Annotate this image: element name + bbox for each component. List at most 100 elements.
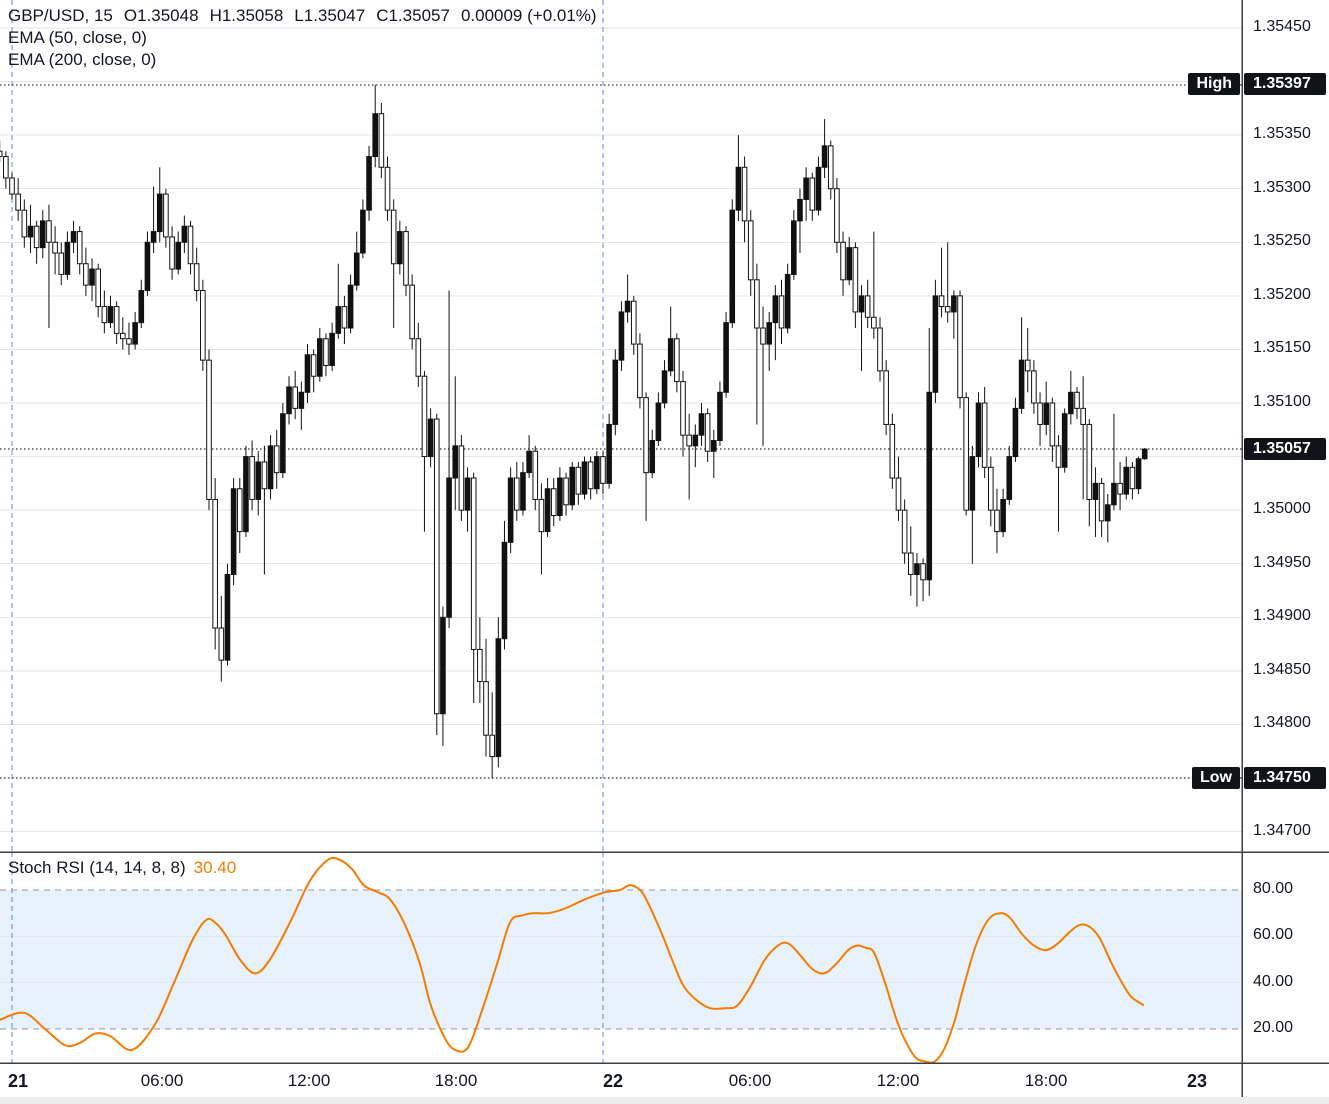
- candle: [1111, 413, 1117, 511]
- candle-body: [15, 193, 21, 211]
- candle-body: [944, 306, 951, 313]
- stoch-tick-label: 20.00: [1253, 1019, 1294, 1036]
- candle-body: [310, 354, 317, 377]
- candle: [550, 478, 557, 527]
- candle: [587, 456, 594, 500]
- candle-body: [815, 166, 822, 211]
- candle-body: [193, 263, 200, 292]
- candle-body: [298, 391, 305, 409]
- candle-body: [366, 156, 372, 211]
- candle: [132, 311, 138, 350]
- candle-body: [877, 327, 883, 372]
- candle: [397, 220, 403, 275]
- candle-body: [1068, 391, 1074, 415]
- candle-body: [46, 220, 52, 243]
- candle: [366, 145, 372, 221]
- candle-body: [637, 343, 643, 399]
- candle-body: [267, 445, 274, 490]
- candle: [1037, 392, 1043, 446]
- candle-body: [390, 209, 397, 265]
- candle-body: [470, 477, 477, 650]
- candle-body: [1037, 402, 1043, 425]
- price-tick-label: 1.35300: [1253, 178, 1311, 196]
- price-tick-label: 1.34700: [1253, 821, 1311, 839]
- candle: [754, 263, 760, 425]
- candle-body: [384, 166, 391, 211]
- candle: [957, 290, 963, 409]
- candle: [606, 413, 612, 489]
- candle-body: [200, 290, 206, 361]
- price-tick-label: 1.34850: [1253, 660, 1311, 678]
- candle: [772, 285, 779, 361]
- candle: [544, 478, 551, 537]
- candle: [557, 467, 563, 521]
- candle-body: [415, 338, 422, 377]
- ema200-label: EMA (200, close, 0): [8, 50, 157, 69]
- candle-body: [89, 268, 95, 286]
- candle: [120, 317, 126, 350]
- candle-body: [1092, 482, 1099, 500]
- candle-body: [421, 375, 428, 458]
- candle-body: [846, 247, 853, 281]
- candle: [138, 279, 145, 329]
- candle-body: [834, 188, 840, 243]
- candle: [255, 451, 262, 516]
- candle: [298, 381, 305, 430]
- candle-body: [280, 413, 286, 474]
- candle: [612, 349, 619, 436]
- stoch-pane-canvas[interactable]: [0, 852, 1242, 1063]
- candle: [840, 231, 846, 296]
- candle-body: [901, 509, 908, 554]
- candle-body: [914, 563, 920, 575]
- candle-body: [864, 295, 871, 318]
- candle: [994, 488, 1000, 554]
- candle: [95, 263, 101, 318]
- candle-body: [581, 461, 588, 495]
- candle: [747, 210, 754, 296]
- candle-body: [101, 306, 108, 324]
- indicator-row-ema50[interactable]: EMA (50, close, 0): [8, 27, 608, 49]
- candle-body: [378, 113, 385, 168]
- candle: [778, 279, 785, 345]
- candle: [932, 279, 939, 404]
- ohlc-high: H1.35058: [209, 6, 284, 25]
- time-day-label: 22: [602, 1071, 624, 1091]
- candle-body: [803, 177, 809, 200]
- candle: [1129, 461, 1136, 500]
- candle: [70, 220, 77, 254]
- time-tick-label: 12:00: [287, 1071, 331, 1090]
- candle-body: [513, 477, 520, 511]
- candle-body: [236, 488, 243, 533]
- candle-body: [52, 241, 58, 254]
- candle-body: [563, 477, 569, 506]
- candle: [661, 360, 668, 409]
- stoch-band: [0, 890, 1242, 1030]
- stoch-legend[interactable]: Stoch RSI (14, 14, 8, 8) 30.40: [8, 858, 236, 878]
- candle: [175, 231, 182, 275]
- candle-body: [156, 193, 163, 233]
- indicator-row-ema200[interactable]: EMA (200, close, 0): [8, 49, 608, 71]
- price-pane-canvas[interactable]: [0, 0, 1242, 852]
- candle: [360, 199, 366, 259]
- candle-body: [1024, 359, 1031, 372]
- candle: [292, 370, 298, 420]
- candle-body: [70, 231, 77, 243]
- candle: [335, 263, 342, 339]
- candle: [477, 617, 483, 704]
- candle: [267, 435, 274, 500]
- candle-body: [397, 231, 403, 265]
- candle-body: [144, 241, 151, 292]
- candle: [704, 408, 711, 462]
- candle-body: [286, 386, 292, 415]
- candle: [717, 381, 723, 446]
- candle: [951, 290, 957, 339]
- candle: [1000, 488, 1006, 537]
- candle: [433, 413, 440, 736]
- candle-body: [840, 241, 846, 281]
- ohlc-change: 0.00009 (+0.01%): [460, 6, 597, 25]
- candle-body: [1018, 359, 1025, 409]
- symbol-row[interactable]: GBP/USD, 15 O1.35048 H1.35058 L1.35047 C1.35…: [8, 5, 608, 27]
- candle: [1006, 445, 1013, 505]
- candle: [46, 204, 52, 329]
